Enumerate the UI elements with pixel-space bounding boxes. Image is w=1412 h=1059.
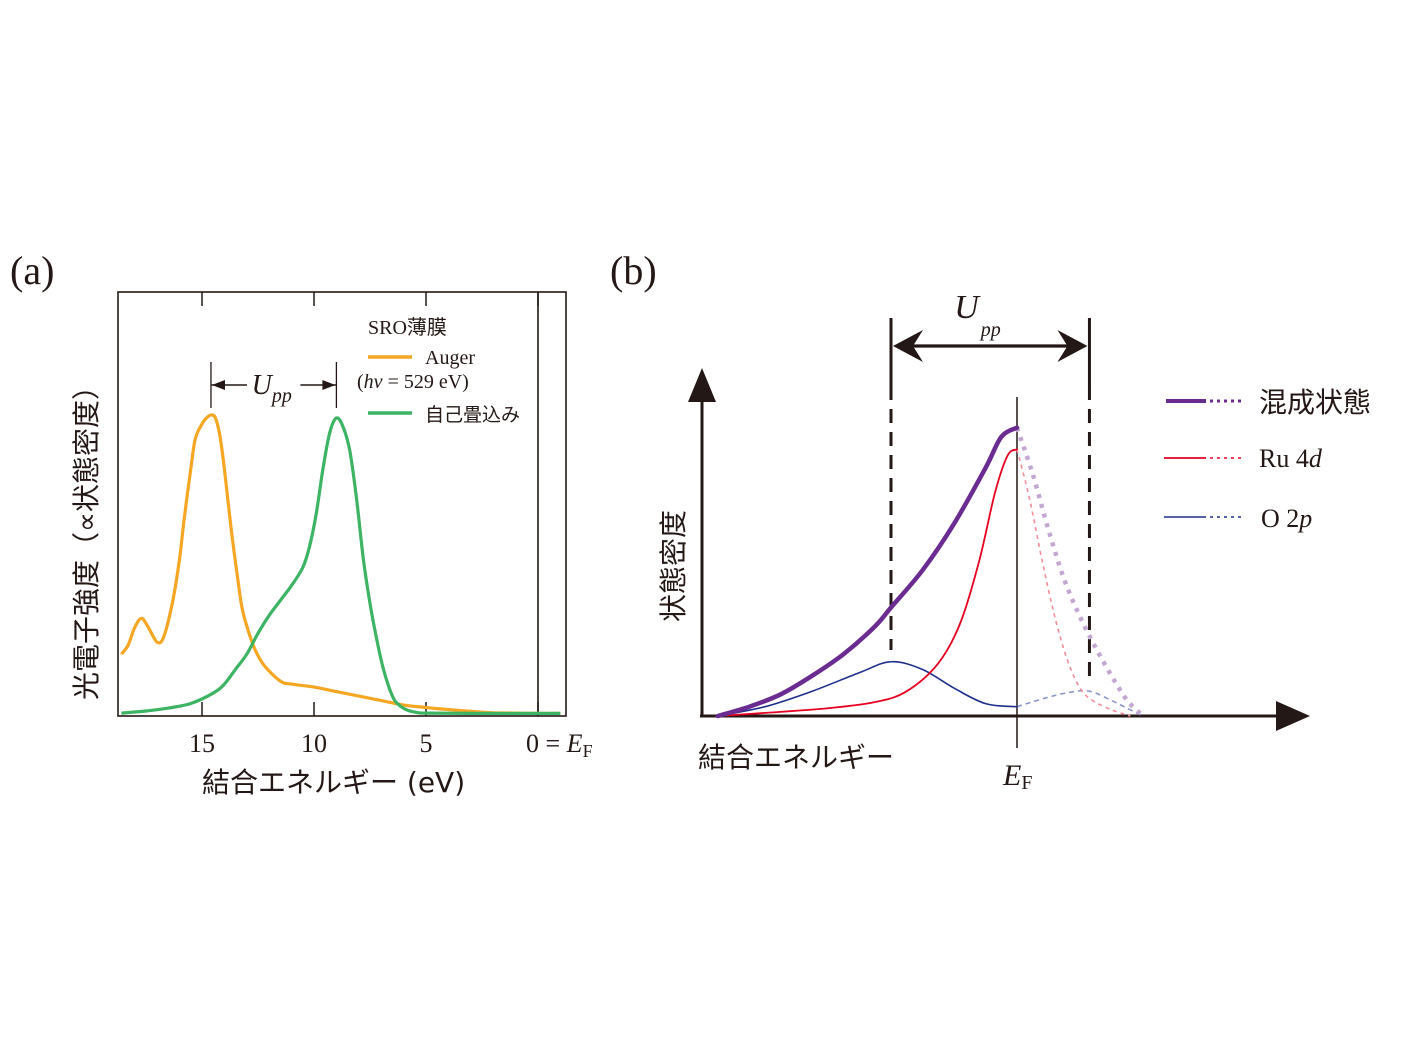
legend-label-o2p: O 2p: [1261, 504, 1312, 533]
arrow-right-icon: [322, 380, 336, 390]
y-axis-arrow-icon: [688, 368, 716, 402]
panel-a-x-tick-labels: 15 10 5 0 = EF: [189, 729, 593, 761]
series-line-auger: [120, 413, 561, 716]
panel-a-plot-frame: [117, 291, 567, 717]
legend-label-auger: Auger: [425, 347, 475, 369]
panel-b-label: (b): [610, 248, 657, 293]
series-line-o-2p-occupied: [716, 660, 1018, 717]
upp-label: Upp: [252, 370, 292, 407]
x-tick-label: 5: [420, 729, 433, 758]
panel-b-x-axis-label: 結合エネルギー: [698, 741, 894, 774]
legend-label-hybrid-state: 混成状態: [1259, 386, 1371, 419]
panel-b-upp-annotation: Upp: [889, 289, 1091, 684]
series-line-o-2p-unoccupied: [1016, 689, 1144, 717]
legend-sublabel-auger: (hv = 529 eV): [357, 371, 469, 393]
x-tick-label: 10: [301, 729, 327, 758]
arrow-right-icon: [1057, 330, 1088, 362]
legend-title: SRO薄膜: [368, 316, 447, 339]
panel-a-series: [120, 413, 561, 716]
x-tick-label: 15: [189, 729, 215, 758]
panel-a-y-axis-label: 光電子強度（∝状態密度）: [70, 372, 103, 700]
series-line-ru-4d-occupied: [716, 448, 1018, 717]
x-tick-label: 0 = EF: [526, 729, 593, 761]
arrow-left-icon: [211, 380, 225, 390]
panel-b: (b) Upp 混成状態 Ru 4d O 2p 状態密度 結合エネルギー EF: [610, 248, 1371, 794]
panel-a-legend: SRO薄膜 Auger (hv = 529 eV) 自己畳込み: [357, 316, 520, 426]
panel-b-fermi-label: EF: [1002, 759, 1032, 794]
fermi-subscript: F: [583, 741, 593, 761]
panel-b-series: [715, 425, 1145, 719]
panel-b-legend: 混成状態 Ru 4d O 2p: [1164, 386, 1371, 533]
legend-label-self-convolution: 自己畳込み: [425, 404, 520, 426]
panel-a-upp-annotation: Upp: [210, 362, 338, 408]
arrow-left-icon: [893, 330, 923, 362]
series-line-hybrid-state-unoccupied: [1014, 426, 1145, 718]
panel-a-x-axis-label: 結合エネルギー (eV): [202, 766, 465, 799]
fermi-symbol: E: [566, 729, 583, 758]
series-line-hybrid-state-occupied: [715, 425, 1020, 719]
series-line-ru-4d-unoccupied: [1016, 449, 1131, 717]
upp-label: Upp: [954, 289, 1001, 341]
panel-a-label: (a): [10, 248, 54, 293]
panel-b-y-axis-label: 状態密度: [657, 510, 690, 622]
x-axis-arrow-icon: [1276, 701, 1310, 731]
legend-label-ru4d: Ru 4d: [1259, 444, 1323, 473]
series-line-self-convolution: [121, 416, 561, 716]
panel-a: (a) 15 10 5 0 = EF Upp SRO薄膜 Auger (hv = 52…: [10, 248, 593, 799]
